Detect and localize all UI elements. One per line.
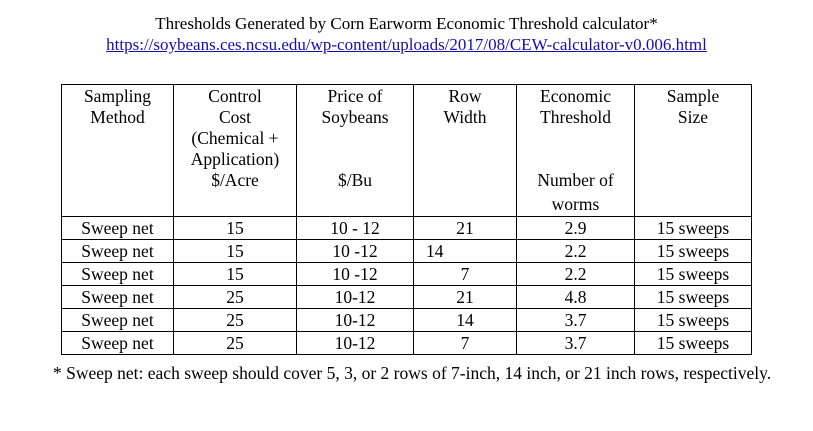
cell-threshold: 2.2 xyxy=(516,239,635,263)
cell-threshold: 2.9 xyxy=(516,216,635,240)
cell-method: Sweep net xyxy=(61,216,174,240)
header-price-of-soybeans: Price of Soybeans $/Bu xyxy=(296,84,414,217)
threshold-table: Sampling Method Control Cost (Chemical +… xyxy=(61,84,752,355)
cell-size: 15 sweeps xyxy=(634,285,752,309)
table-header-row: Sampling Method Control Cost (Chemical +… xyxy=(61,84,752,217)
cell-cost: 25 xyxy=(173,285,297,309)
table-row: Sweep net 15 10 - 12 21 2.9 15 sweeps xyxy=(61,216,752,240)
cell-cost: 15 xyxy=(173,239,297,263)
footnote: * Sweep net: each sweep should cover 5, … xyxy=(53,363,772,383)
header-economic-threshold: Economic Threshold Number of worms xyxy=(516,84,635,217)
cell-width: 21 xyxy=(413,285,517,309)
cell-width: 21 xyxy=(413,216,517,240)
cell-method: Sweep net xyxy=(61,285,174,309)
cell-method: Sweep net xyxy=(61,262,174,286)
table-row: Sweep net 15 10 -12 7 2.2 15 sweeps xyxy=(61,262,752,286)
cell-method: Sweep net xyxy=(61,331,174,355)
cell-price: 10 -12 xyxy=(296,262,414,286)
cell-size: 15 sweeps xyxy=(634,239,752,263)
cell-cost: 25 xyxy=(173,308,297,332)
cell-width: 14 xyxy=(413,308,517,332)
cell-cost: 15 xyxy=(173,216,297,240)
cell-threshold: 3.7 xyxy=(516,331,635,355)
cell-threshold: 3.7 xyxy=(516,308,635,332)
cell-cost: 15 xyxy=(173,262,297,286)
header-row-width: Row Width xyxy=(413,84,517,217)
header-sample-size: Sample Size xyxy=(634,84,752,217)
cell-method: Sweep net xyxy=(61,308,174,332)
cell-size: 15 sweeps xyxy=(634,308,752,332)
table-row: Sweep net 25 10-12 21 4.8 15 sweeps xyxy=(61,285,752,309)
cell-price: 10-12 xyxy=(296,331,414,355)
cell-price: 10 - 12 xyxy=(296,216,414,240)
cell-cost: 25 xyxy=(173,331,297,355)
cell-threshold: 2.2 xyxy=(516,262,635,286)
calculator-link[interactable]: https://soybeans.ces.ncsu.edu/wp-content… xyxy=(106,35,707,54)
cell-price: 10 -12 xyxy=(296,239,414,263)
table-row: Sweep net 25 10-12 14 3.7 15 sweeps xyxy=(61,308,752,332)
cell-method: Sweep net xyxy=(61,239,174,263)
cell-width: 14 xyxy=(413,239,517,263)
table-row: Sweep net 25 10-12 7 3.7 15 sweeps xyxy=(61,331,752,355)
document-title: Thresholds Generated by Corn Earworm Eco… xyxy=(155,14,658,33)
cell-size: 15 sweeps xyxy=(634,331,752,355)
cell-size: 15 sweeps xyxy=(634,216,752,240)
cell-threshold: 4.8 xyxy=(516,285,635,309)
cell-price: 10-12 xyxy=(296,285,414,309)
table-row: Sweep net 15 10 -12 14 2.2 15 sweeps xyxy=(61,239,752,263)
cell-width: 7 xyxy=(413,331,517,355)
header-sampling-method: Sampling Method xyxy=(61,84,174,217)
cell-price: 10-12 xyxy=(296,308,414,332)
cell-size: 15 sweeps xyxy=(634,262,752,286)
header-control-cost: Control Cost (Chemical + Application) $/… xyxy=(173,84,297,217)
cell-width: 7 xyxy=(413,262,517,286)
